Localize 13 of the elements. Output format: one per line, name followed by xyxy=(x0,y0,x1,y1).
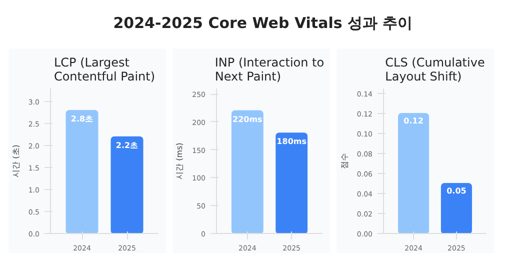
data-label: 0.05 xyxy=(446,186,467,196)
data-label: 2.8초 xyxy=(70,114,94,124)
chart-title: LCP (Largest Contentful Paint) xyxy=(54,56,156,84)
data-label: 220ms xyxy=(232,114,263,124)
y-axis-title: 점수 xyxy=(340,153,349,169)
y-axis-title: 시간 (초) xyxy=(11,144,20,178)
text: 2024-2025 Core Web Vitals 성과 추이 xyxy=(113,13,413,34)
data-label: 2.2초 xyxy=(116,140,138,150)
chart-title: CLS (Cumulative Layout Shift) xyxy=(385,56,485,84)
data-label: 0.12 xyxy=(404,116,424,126)
y-axis-title: 시간 (ms) xyxy=(175,142,184,180)
chart-title: INP (Interaction to Next Paint) xyxy=(214,56,324,84)
data-label: 180ms xyxy=(276,137,307,146)
